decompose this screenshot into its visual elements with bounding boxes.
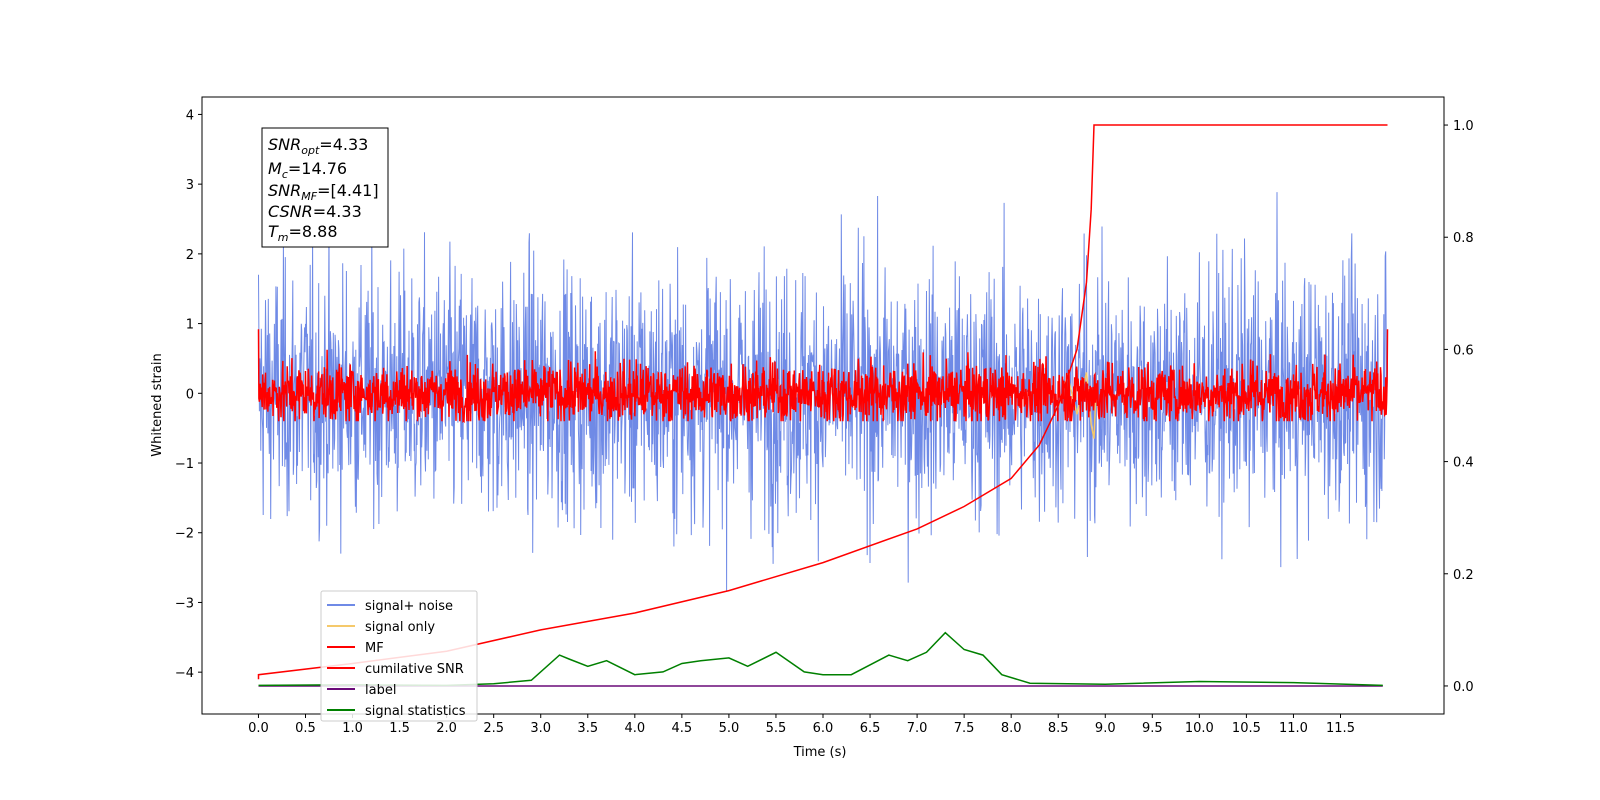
legend-label: cumilative SNR — [365, 662, 464, 677]
x-tick-label: 11.0 — [1279, 721, 1308, 736]
annotation-line-snr-mf: SNRMF=[4.41] — [268, 181, 379, 203]
legend-label: signal+ noise — [365, 599, 453, 614]
x-tick-label: 8.0 — [1001, 721, 1022, 736]
series-signal-statistics — [258, 631, 1383, 687]
secondary-y-axis: 0.0 0.2 0.4 0.6 0.8 1.0 — [1444, 119, 1474, 695]
annotation-frame — [261, 127, 389, 248]
x-tick-label: 1.5 — [389, 721, 410, 736]
series-signal-noise — [258, 192, 1388, 592]
x-axis-label: Time (s) — [793, 745, 847, 760]
y-tick-label: −4 — [175, 666, 194, 681]
x-tick-label: 8.5 — [1048, 721, 1069, 736]
y-tick-label: −3 — [175, 596, 194, 611]
x-tick-label: 6.5 — [860, 721, 881, 736]
x-tick-label: 2.0 — [436, 721, 457, 736]
y2-tick-label: 1.0 — [1453, 119, 1474, 134]
x-tick-label: 7.5 — [954, 721, 975, 736]
legend-frame — [320, 590, 478, 722]
x-tick-label: 7.0 — [907, 721, 928, 736]
legend-label: signal statistics — [365, 704, 466, 719]
y2-tick-label: 0.8 — [1453, 231, 1474, 246]
annotation-line-csnr: CSNR=4.33 — [268, 202, 362, 221]
y-tick-label: 0 — [186, 387, 194, 402]
x-tick-label: 3.0 — [530, 721, 551, 736]
annotation-line-mc: Mc=14.76 — [268, 159, 347, 181]
y2-tick-label: 0.4 — [1453, 456, 1474, 471]
y-axis-label: Whitened strain — [150, 353, 165, 456]
x-tick-label: 0.0 — [248, 721, 269, 736]
series-mf — [257, 329, 1389, 424]
x-tick-label: 10.0 — [1185, 721, 1214, 736]
x-tick-label: 3.5 — [577, 721, 598, 736]
annotation-line-snr-opt: SNRopt=4.33 — [268, 135, 368, 157]
annotation-box: SNRopt=4.33 Mc=14.76 SNRMF=[4.41] CSNR=4… — [261, 127, 389, 248]
x-tick-label: 5.0 — [719, 721, 740, 736]
x-tick-label: 0.5 — [295, 721, 316, 736]
x-tick-label: 9.5 — [1142, 721, 1163, 736]
y-tick-label: 2 — [186, 248, 194, 263]
y2-tick-label: 0.0 — [1453, 680, 1474, 695]
x-tick-label: 11.5 — [1326, 721, 1355, 736]
x-tick-label: 9.0 — [1095, 721, 1116, 736]
y-tick-label: 1 — [186, 318, 194, 333]
legend: signal+ noise signal only MF cumilative SNR… — [320, 590, 478, 722]
x-tick-label: 2.5 — [483, 721, 504, 736]
y2-tick-label: 0.2 — [1453, 568, 1474, 583]
legend-label: MF — [365, 641, 384, 656]
legend-label: label — [365, 683, 396, 698]
x-tick-label: 5.5 — [766, 721, 787, 736]
x-tick-label: 6.0 — [813, 721, 834, 736]
y-tick-label: −2 — [175, 527, 194, 542]
legend-label: signal only — [365, 620, 435, 635]
legend-entries: signal+ noise signal only MF cumilative SNR… — [327, 599, 466, 719]
x-tick-label: 10.5 — [1232, 721, 1261, 736]
y2-tick-label: 0.6 — [1453, 343, 1474, 358]
y-tick-label: 4 — [186, 108, 194, 123]
annotation-line-tm: Tm=8.88 — [268, 222, 338, 244]
x-tick-label: 4.0 — [624, 721, 645, 736]
x-axis: 0.0 0.5 1.0 1.5 2.0 2.5 3.0 3.5 4.0 4.5 5.0 5.5 6.0 6… — [248, 714, 1355, 736]
y-axis: 4 3 2 1 0 −1 −2 −3 −4 — [175, 108, 202, 681]
x-tick-label: 4.5 — [672, 721, 693, 736]
x-tick-label: 1.0 — [342, 721, 363, 736]
y-tick-label: −1 — [175, 457, 194, 472]
y-tick-label: 3 — [186, 178, 194, 193]
